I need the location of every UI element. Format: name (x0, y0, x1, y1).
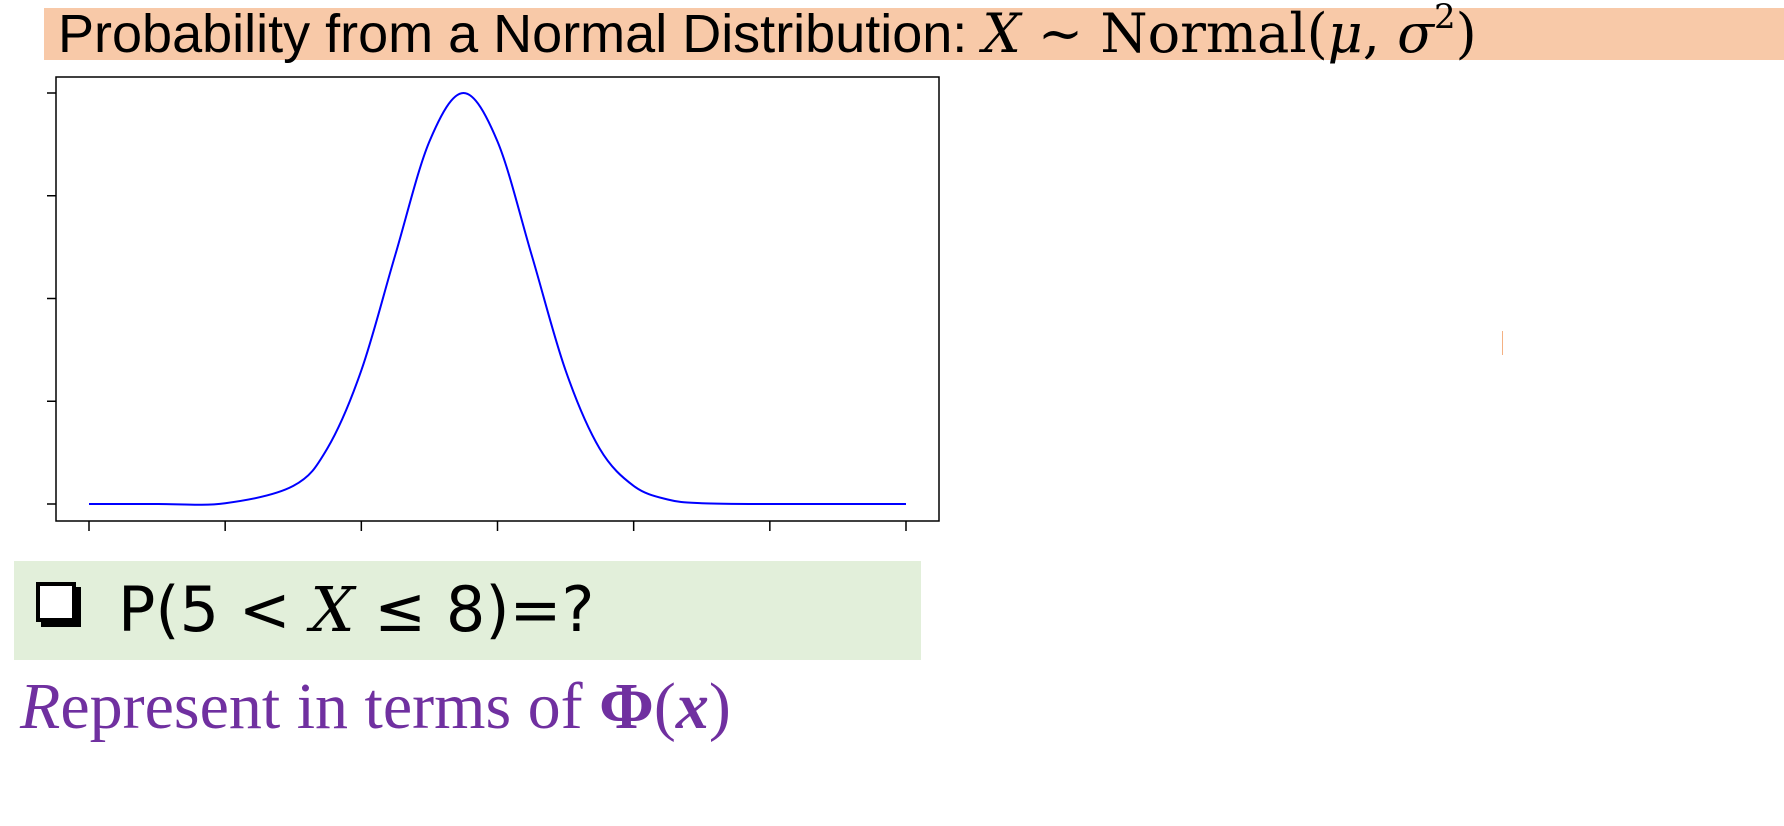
checkbox-bullet-icon (36, 582, 76, 622)
normal-curve-chart (47, 76, 940, 531)
represent-rest: epresent in terms of (60, 670, 600, 743)
density-curve (88, 91, 906, 506)
represent-phi: Φ (599, 670, 654, 743)
represent-open-paren: ( (653, 670, 676, 743)
question-variable: X (310, 573, 355, 646)
title-exponent: 2 (1433, 0, 1456, 37)
represent-close-paren: ) (708, 670, 731, 743)
title-mu: μ (1327, 2, 1363, 65)
represent-first-letter: R (20, 670, 61, 743)
represent-instruction: Represent in terms of Φ(x) (20, 667, 731, 747)
question-band (14, 561, 921, 660)
question-text: P(5 < X ≤ 8)=? (118, 572, 594, 648)
represent-x: x (675, 670, 709, 743)
question-prefix: P(5 < (118, 573, 311, 646)
title-tilde: ~ (1020, 2, 1101, 65)
stray-mark (1502, 331, 1503, 355)
title-formula: X ~ Normal(μ, σ2) (982, 0, 1477, 65)
title-distribution: Normal( (1100, 2, 1328, 65)
title-variable: X (982, 2, 1021, 65)
question-suffix: ≤ 8)=? (354, 573, 595, 646)
title-comma: , (1362, 2, 1398, 65)
slide-title: Probability from a Normal Distribution: … (58, 0, 1477, 66)
title-sigma: σ (1397, 2, 1434, 65)
title-plain: Probability from a Normal Distribution: (58, 4, 983, 64)
title-close-paren: ) (1455, 2, 1477, 65)
title-band (44, 8, 1784, 60)
y-axis-ticks (47, 92, 56, 505)
x-axis-ticks (88, 521, 907, 531)
